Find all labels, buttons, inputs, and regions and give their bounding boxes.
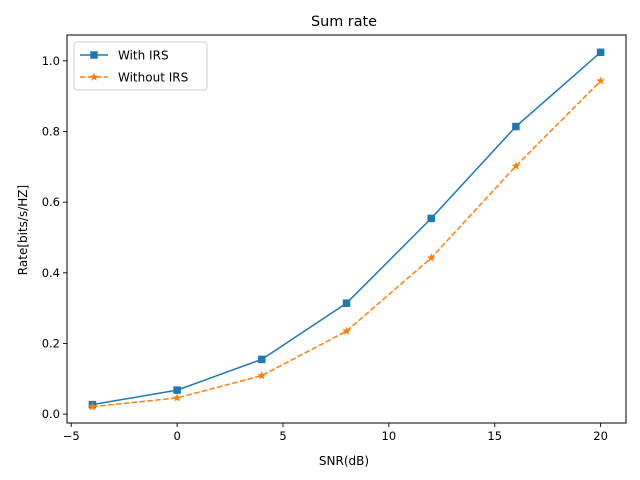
data-point	[427, 214, 435, 223]
data-point	[88, 402, 97, 411]
data-point	[172, 393, 182, 402]
data-point	[173, 386, 181, 394]
x-tick-label: 0	[173, 429, 180, 443]
x-axis-label: SNR(dB)	[319, 454, 369, 468]
y-tick-label: 0.8	[42, 124, 60, 138]
x-tick-label: 5	[279, 429, 286, 443]
data-point	[258, 355, 266, 364]
data-point	[511, 161, 521, 170]
data-point	[342, 299, 351, 307]
legend-label: With IRS	[118, 49, 169, 63]
data-point	[512, 122, 520, 131]
legend-swatch-marker	[89, 72, 99, 81]
y-tick-label: 1.0	[42, 54, 60, 68]
legend-label: Without IRS	[118, 71, 188, 85]
y-tick-label: 0.0	[42, 407, 60, 421]
y-axis-label: Rate[bits/s/HZ]	[16, 185, 30, 275]
data-point	[342, 326, 351, 335]
y-tick-label: 0.2	[42, 336, 60, 350]
legend: With IRS Without IRS	[73, 41, 208, 91]
axes-frame	[66, 34, 627, 424]
x-tick-label: −5	[63, 429, 80, 443]
y-axis-ticks: 0.0 0.2 0.4 0.6 0.8 1.0	[42, 54, 67, 421]
legend-swatch-marker	[90, 51, 98, 59]
x-tick-label: 15	[487, 429, 502, 443]
data-point	[596, 76, 605, 85]
legend-item: With IRS	[80, 49, 169, 63]
data-point	[596, 48, 605, 57]
chart-title: Sum rate	[311, 14, 377, 30]
y-tick-label: 0.4	[42, 266, 60, 280]
data-point	[257, 371, 267, 380]
series-2	[88, 76, 605, 411]
x-axis-ticks: −5 0 5 10 15 20	[63, 423, 608, 443]
y-tick-label: 0.6	[42, 195, 60, 209]
legend-item: Without IRS	[80, 71, 188, 85]
x-tick-label: 10	[382, 429, 397, 443]
x-tick-label: 20	[593, 429, 608, 443]
legend-box	[73, 41, 208, 91]
data-point	[426, 253, 436, 262]
plot-series	[88, 48, 605, 411]
